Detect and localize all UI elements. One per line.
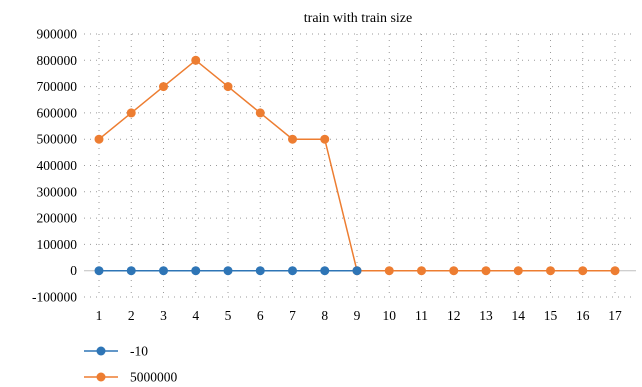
data-point bbox=[610, 266, 620, 276]
y-tick-label: 0 bbox=[70, 263, 77, 278]
x-tick-label: 5 bbox=[225, 308, 232, 323]
data-point bbox=[223, 266, 233, 276]
legend: -10 5000000 bbox=[84, 344, 178, 385]
data-point bbox=[320, 134, 330, 144]
data-point bbox=[513, 266, 523, 276]
data-point bbox=[288, 134, 297, 144]
data-point bbox=[94, 134, 104, 144]
y-tick-labels: -100000 0 100000 200000 300000 400000 500000 60… bbox=[32, 27, 77, 305]
data-point bbox=[159, 82, 168, 92]
x-tick-label: 2 bbox=[128, 308, 135, 323]
x-tick-label: 1 bbox=[96, 308, 103, 323]
data-point bbox=[94, 266, 104, 276]
x-tick-label: 4 bbox=[192, 308, 199, 323]
x-tick-label: 16 bbox=[576, 308, 590, 323]
data-point bbox=[578, 266, 588, 276]
x-tick-label: 15 bbox=[544, 308, 558, 323]
data-point bbox=[481, 266, 491, 276]
data-point bbox=[191, 55, 201, 65]
x-tick-label: 11 bbox=[415, 308, 428, 323]
y-tick-label: 500000 bbox=[37, 132, 78, 147]
x-tick-label: 10 bbox=[383, 308, 397, 323]
x-tick-labels: 1 2 3 4 5 6 7 8 9 10 11 12 13 14 15 16 17 bbox=[96, 308, 622, 323]
legend-label: 5000000 bbox=[130, 370, 178, 385]
data-point bbox=[126, 108, 136, 118]
data-point bbox=[384, 266, 394, 276]
data-point bbox=[417, 266, 426, 276]
y-tick-label: 800000 bbox=[37, 53, 78, 68]
x-tick-label: 9 bbox=[354, 308, 361, 323]
data-point bbox=[223, 82, 233, 92]
legend-marker bbox=[96, 346, 106, 356]
data-point bbox=[320, 266, 330, 276]
data-point bbox=[546, 266, 555, 276]
gridlines bbox=[84, 33, 636, 298]
data-point bbox=[255, 108, 265, 118]
x-tick-label: 7 bbox=[289, 308, 296, 323]
y-tick-label: 700000 bbox=[37, 79, 78, 94]
x-tick-label: 8 bbox=[321, 308, 328, 323]
x-tick-label: 12 bbox=[447, 308, 461, 323]
y-tick-label: 300000 bbox=[37, 184, 78, 199]
x-tick-label: 14 bbox=[512, 308, 526, 323]
x-tick-label: 13 bbox=[479, 308, 493, 323]
data-point bbox=[449, 266, 459, 276]
legend-marker bbox=[96, 372, 106, 382]
x-tick-label: 17 bbox=[608, 308, 622, 323]
legend-label: -10 bbox=[130, 344, 148, 359]
data-point bbox=[126, 266, 136, 276]
series-line-1 bbox=[98, 59, 615, 272]
y-tick-label: -100000 bbox=[32, 290, 77, 305]
data-point bbox=[159, 266, 168, 276]
chart-title: train with train size bbox=[304, 11, 412, 26]
y-tick-label: 600000 bbox=[37, 105, 78, 120]
y-tick-label: 100000 bbox=[37, 237, 78, 252]
series-lines bbox=[94, 55, 620, 276]
data-point bbox=[255, 266, 265, 276]
x-tick-label: 3 bbox=[160, 308, 167, 323]
data-point bbox=[191, 266, 201, 276]
x-tick-label: 6 bbox=[257, 308, 264, 323]
data-point bbox=[352, 266, 362, 276]
y-tick-label: 200000 bbox=[37, 211, 78, 226]
y-tick-label: 400000 bbox=[37, 158, 78, 173]
data-point bbox=[288, 266, 297, 276]
y-tick-label: 900000 bbox=[37, 27, 78, 42]
